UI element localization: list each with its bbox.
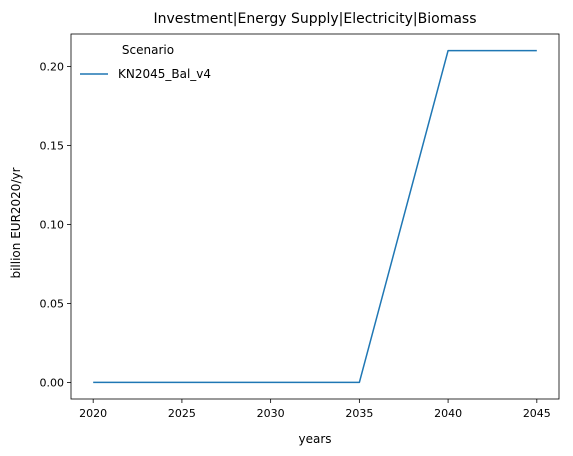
x-tick-label: 2040 (434, 407, 462, 420)
plot-area: 2020 2025 2030 2035 2040 2045 0.00 0.05 0.10 0.1… (40, 33, 560, 420)
legend-entry-kn2045-bal-v4: KN2045_Bal_v4 (118, 67, 211, 81)
x-tick-label: 2025 (168, 407, 196, 420)
y-tick-label: 0.10 (40, 218, 65, 231)
y-tick-label: 0.15 (40, 139, 65, 152)
y-tick-label: 0.20 (40, 60, 65, 73)
y-tick-label: 0.05 (40, 297, 65, 310)
legend: Scenario KN2045_Bal_v4 (80, 43, 211, 81)
x-tick-label: 2020 (79, 407, 107, 420)
x-tick-label: 2045 (523, 407, 551, 420)
x-tick-label: 2030 (257, 407, 285, 420)
x-tick-label: 2035 (345, 407, 373, 420)
series-lines (93, 49, 537, 384)
y-tick-label: 0.00 (40, 376, 65, 389)
x-axis: 2020 2025 2030 2035 2040 2045 (79, 399, 551, 420)
plot-frame (70, 33, 560, 400)
y-axis: 0.00 0.05 0.10 0.15 0.20 (40, 60, 71, 389)
legend-title: Scenario (122, 43, 174, 57)
y-axis-label: billion EUR2020/yr (9, 167, 23, 278)
chart-title: Investment|Energy Supply|Electricity|Bio… (153, 11, 476, 27)
series-line-kn2045-bal-v4 (93, 49, 537, 384)
x-axis-label: years (298, 432, 331, 446)
